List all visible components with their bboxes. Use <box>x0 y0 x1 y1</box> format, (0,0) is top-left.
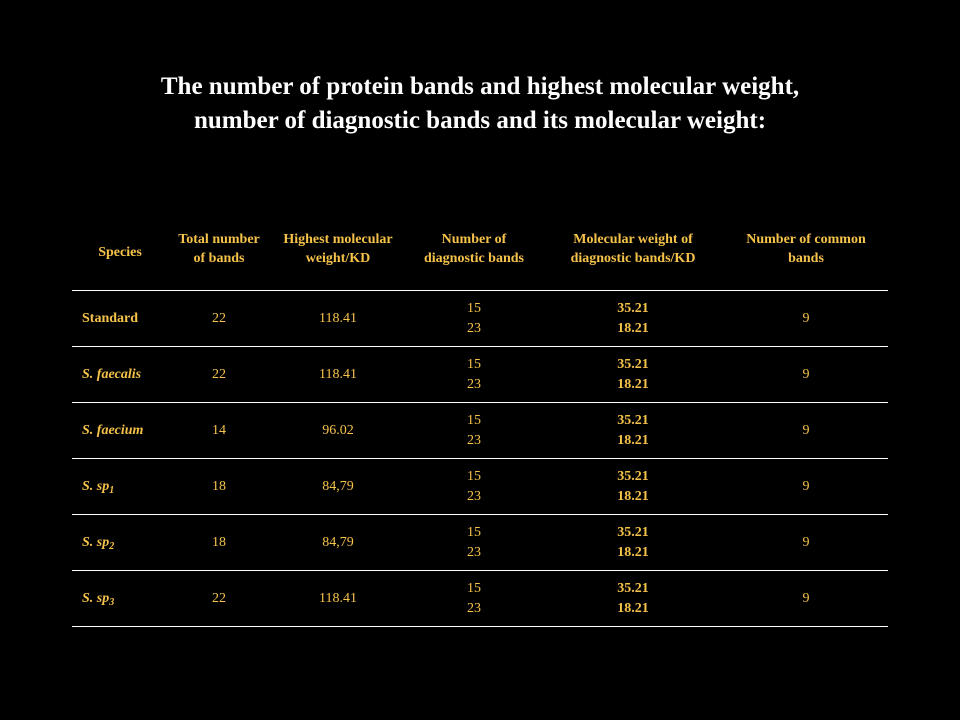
species-name: S. faecalis <box>82 366 142 382</box>
cell-species: S. faecalis <box>72 346 168 403</box>
diagnostic-mw-value: 35.21 <box>617 468 649 484</box>
cell-diagnostic-mw: 35.21 18.21 <box>542 346 724 403</box>
diagnostic-band-value: 15 <box>467 356 481 372</box>
cell-diagnostic-bands: 15 23 <box>406 570 542 627</box>
cell-species: Standard <box>72 290 168 347</box>
cell-species: S. sp3 <box>72 570 168 627</box>
diagnostic-band-value: 15 <box>467 524 481 540</box>
cell-total-bands: 22 <box>168 290 270 347</box>
cell-common-bands: 9 <box>724 290 888 347</box>
species-name: S. faecium <box>82 422 144 438</box>
diagnostic-mw-value: 18.21 <box>617 488 649 504</box>
cell-highest-mw: 118.41 <box>270 570 406 627</box>
diagnostic-band-value: 23 <box>467 600 481 616</box>
cell-diagnostic-mw: 35.21 18.21 <box>542 402 724 459</box>
cell-diagnostic-mw: 35.21 18.21 <box>542 290 724 347</box>
header-diagnostic-mw: Molecular weight of diagnostic bands/KD <box>542 208 724 291</box>
header-diagnostic-bands: Number of diagnostic bands <box>406 208 542 291</box>
cell-highest-mw: 84,79 <box>270 514 406 571</box>
diagnostic-band-value: 15 <box>467 468 481 484</box>
species-name: Standard <box>82 310 139 326</box>
diagnostic-mw-value: 35.21 <box>617 300 649 316</box>
diagnostic-band-value: 23 <box>467 320 481 336</box>
species-subscript: 2 <box>109 540 115 552</box>
cell-diagnostic-mw: 35.21 18.21 <box>542 570 724 627</box>
cell-diagnostic-bands: 15 23 <box>406 290 542 347</box>
cell-species: S. sp2 <box>72 514 168 571</box>
diagnostic-band-value: 15 <box>467 580 481 596</box>
header-common-bands: Number of common bands <box>724 208 888 291</box>
diagnostic-band-value: 15 <box>467 412 481 428</box>
diagnostic-band-value: 23 <box>467 376 481 392</box>
diagnostic-band-value: 23 <box>467 488 481 504</box>
table-row: S. sp3 22 118.41 15 23 35.21 18.21 9 <box>72 570 888 627</box>
protein-bands-table: Species Total number of bands Highest mo… <box>72 208 888 627</box>
cell-highest-mw: 118.41 <box>270 290 406 347</box>
diagnostic-mw-value: 35.21 <box>617 356 649 372</box>
species-subscript: 1 <box>109 484 115 496</box>
species-subscript: 3 <box>109 596 115 608</box>
diagnostic-mw-value: 35.21 <box>617 580 649 596</box>
diagnostic-band-value: 23 <box>467 432 481 448</box>
cell-diagnostic-bands: 15 23 <box>406 514 542 571</box>
header-highest-mw: Highest molecular weight/KD <box>270 208 406 291</box>
species-name: S. sp <box>82 590 110 606</box>
cell-common-bands: 9 <box>724 458 888 515</box>
species-name: S. sp <box>82 534 110 550</box>
diagnostic-mw-value: 18.21 <box>617 600 649 616</box>
table-row: Standard 22 118.41 15 23 35.21 18.21 9 <box>72 290 888 347</box>
diagnostic-band-value: 23 <box>467 544 481 560</box>
cell-total-bands: 18 <box>168 514 270 571</box>
cell-total-bands: 18 <box>168 458 270 515</box>
cell-common-bands: 9 <box>724 402 888 459</box>
cell-species: S. sp1 <box>72 458 168 515</box>
diagnostic-mw-value: 35.21 <box>617 412 649 428</box>
diagnostic-band-value: 15 <box>467 300 481 316</box>
cell-highest-mw: 84,79 <box>270 458 406 515</box>
cell-highest-mw: 118.41 <box>270 346 406 403</box>
table-row: S. faecalis 22 118.41 15 23 35.21 18.21 9 <box>72 346 888 403</box>
cell-diagnostic-bands: 15 23 <box>406 402 542 459</box>
table-body: Standard 22 118.41 15 23 35.21 18.21 9 S. faecal… <box>72 290 888 627</box>
cell-common-bands: 9 <box>724 514 888 571</box>
cell-species: S. faecium <box>72 402 168 459</box>
cell-common-bands: 9 <box>724 570 888 627</box>
title-line-2: number of diagnostic bands and its molec… <box>193 107 767 134</box>
diagnostic-mw-value: 18.21 <box>617 376 649 392</box>
header-total-bands: Total number of bands <box>168 208 270 291</box>
diagnostic-mw-value: 35.21 <box>617 524 649 540</box>
table-header-row: Species Total number of bands Highest mo… <box>72 208 888 291</box>
cell-common-bands: 9 <box>724 346 888 403</box>
species-name: S. sp <box>82 478 110 494</box>
cell-total-bands: 14 <box>168 402 270 459</box>
diagnostic-mw-value: 18.21 <box>617 320 649 336</box>
cell-highest-mw: 96.02 <box>270 402 406 459</box>
cell-diagnostic-mw: 35.21 18.21 <box>542 458 724 515</box>
cell-total-bands: 22 <box>168 346 270 403</box>
cell-diagnostic-bands: 15 23 <box>406 458 542 515</box>
header-species: Species <box>72 208 168 291</box>
table-row: S. sp2 18 84,79 15 23 35.21 18.21 9 <box>72 514 888 571</box>
slide-title: The number of protein bands and highest … <box>40 70 920 138</box>
table-row: S. faecium 14 96.02 15 23 35.21 18.21 9 <box>72 402 888 459</box>
cell-diagnostic-bands: 15 23 <box>406 346 542 403</box>
diagnostic-mw-value: 18.21 <box>617 544 649 560</box>
cell-total-bands: 22 <box>168 570 270 627</box>
diagnostic-mw-value: 18.21 <box>617 432 649 448</box>
table-row: S. sp1 18 84,79 15 23 35.21 18.21 9 <box>72 458 888 515</box>
cell-diagnostic-mw: 35.21 18.21 <box>542 514 724 571</box>
title-line-1: The number of protein bands and highest … <box>160 73 800 100</box>
